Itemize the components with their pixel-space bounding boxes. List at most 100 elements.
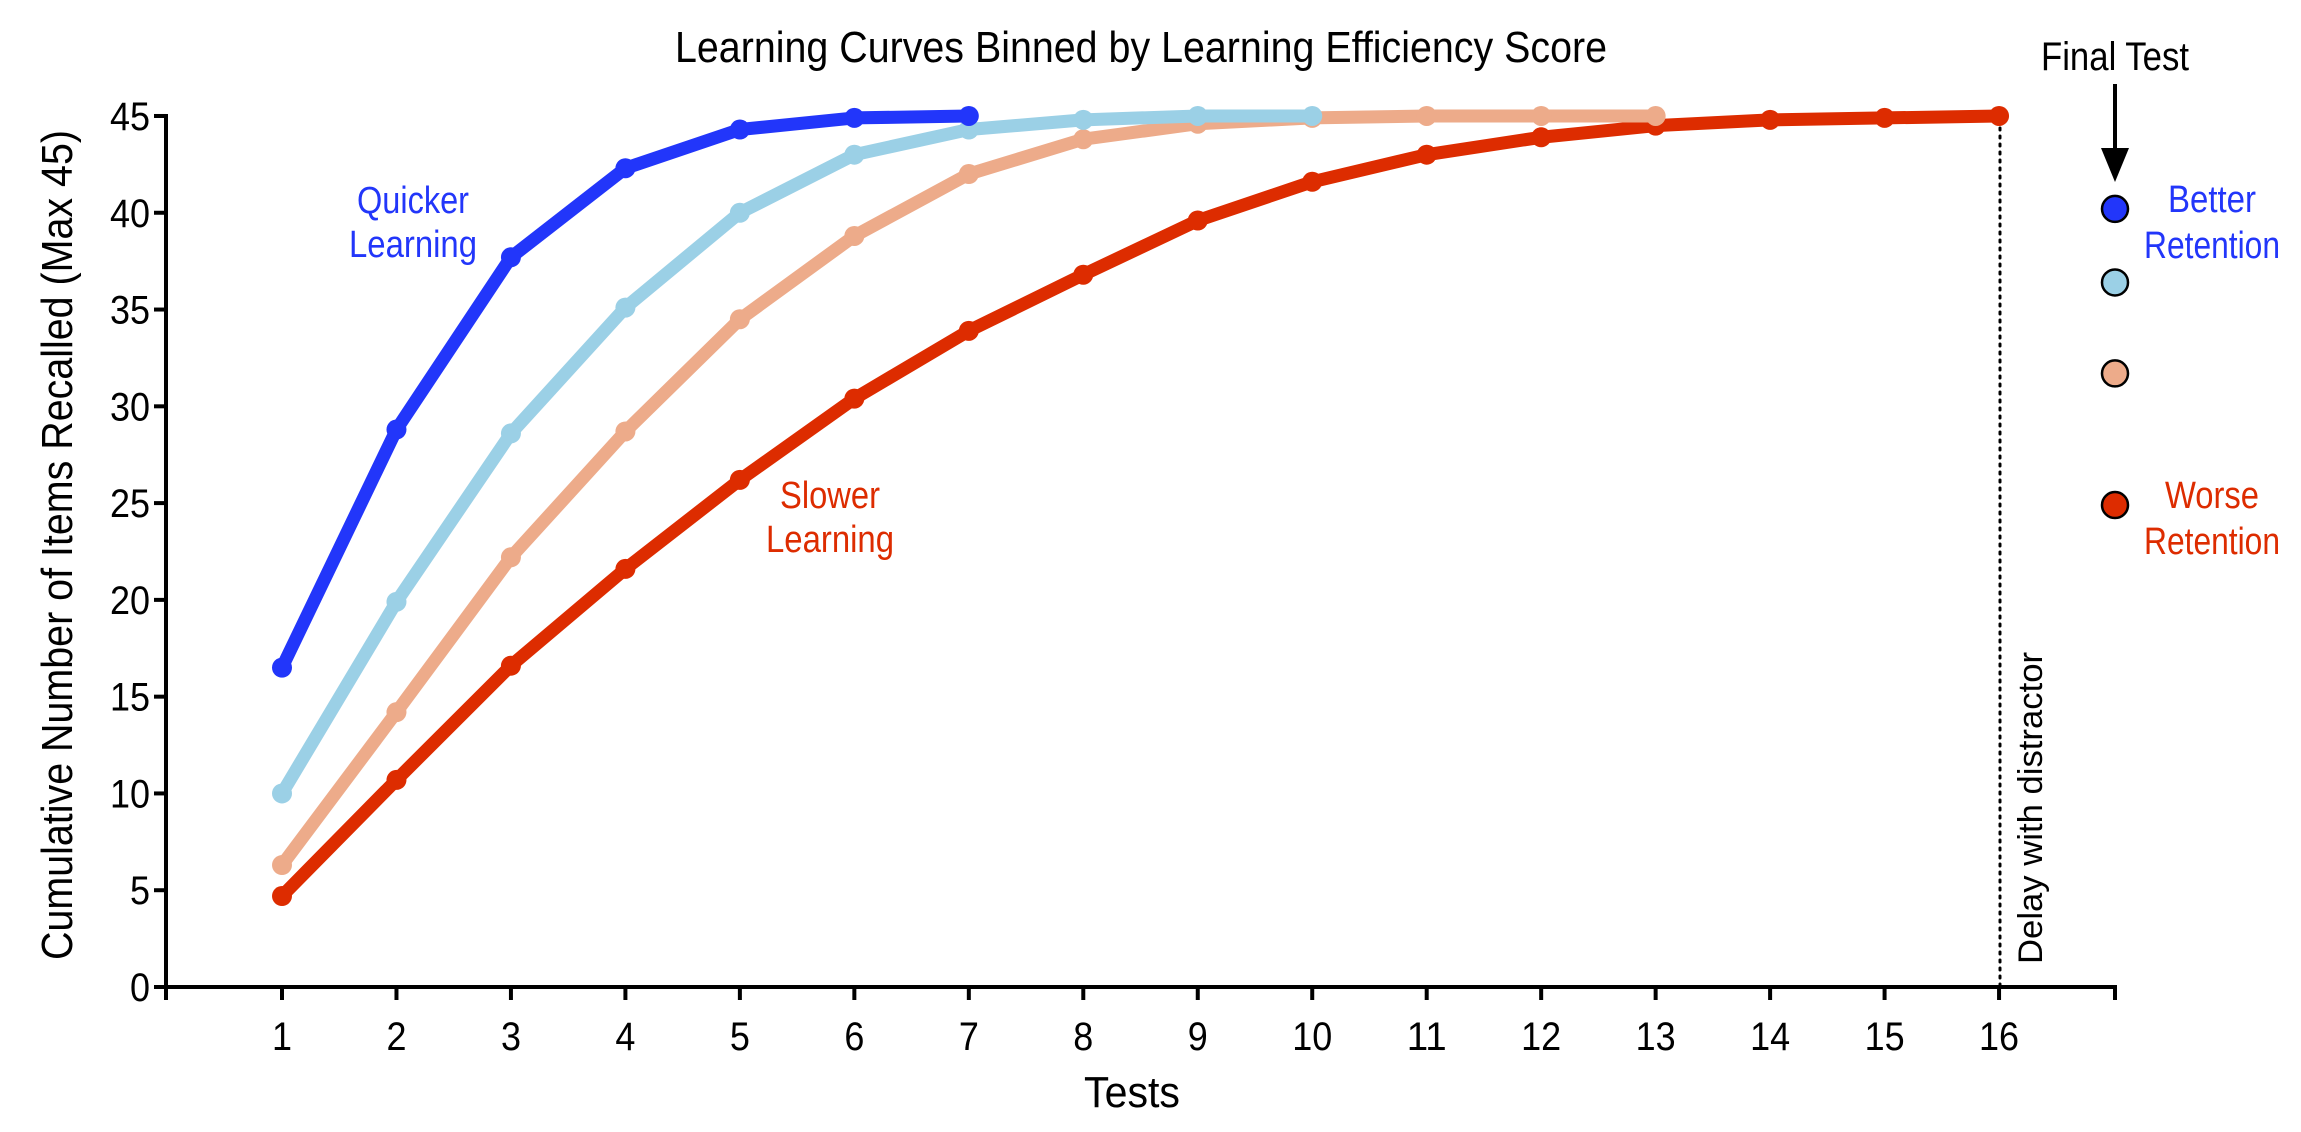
data-point	[844, 144, 865, 165]
data-point	[1874, 107, 1895, 128]
worse-retention-annotation: Worse Retention	[2144, 475, 2280, 563]
data-point	[386, 419, 407, 440]
data-point	[615, 421, 636, 442]
data-point	[272, 855, 292, 876]
data-point	[958, 105, 979, 126]
data-point	[272, 886, 292, 907]
x-tick-label: 12	[1521, 1015, 1561, 1059]
slower-label-line2: Learning	[766, 519, 894, 561]
data-point	[500, 655, 521, 676]
final-test-markers	[2100, 194, 2130, 520]
x-tick-label: 15	[1865, 1015, 1905, 1059]
y-tick-label: 45	[110, 95, 150, 139]
x-tick-label: 14	[1750, 1015, 1790, 1059]
quicker-label-line2: Learning	[349, 224, 477, 266]
series-quickest-learners	[272, 105, 979, 678]
data-point	[386, 769, 407, 790]
data-point	[1302, 171, 1323, 192]
x-tick-label: 16	[1979, 1015, 2019, 1059]
series-quick-learners	[272, 105, 1323, 804]
y-tick-label: 30	[110, 385, 150, 429]
series-line	[275, 109, 2006, 903]
series-line	[275, 109, 1319, 800]
worse-label-line1: Worse	[2165, 475, 2259, 517]
better-label-line2: Retention	[2144, 225, 2280, 267]
y-tick-label: 15	[110, 676, 150, 720]
x-tick-label: 2	[386, 1015, 406, 1059]
x-tick-label: 10	[1292, 1015, 1332, 1059]
data-point	[500, 547, 521, 568]
data-point	[1760, 109, 1781, 130]
y-tick-label: 25	[110, 482, 150, 526]
x-tick-label: 3	[501, 1015, 521, 1059]
x-tick-label: 9	[1188, 1015, 1208, 1059]
data-point	[1073, 109, 1094, 130]
data-point	[729, 119, 750, 140]
data-point	[500, 247, 521, 268]
down-arrow-icon	[2101, 84, 2129, 182]
data-point	[1302, 105, 1323, 126]
data-point	[1073, 129, 1094, 150]
data-point	[615, 158, 636, 179]
slower-label-line1: Slower	[780, 475, 880, 517]
final-test-marker	[2100, 268, 2130, 297]
data-point	[1531, 127, 1552, 148]
worse-label-line2: Retention	[2144, 521, 2280, 563]
x-tick-label: 6	[844, 1015, 864, 1059]
quicker-label-line1: Quicker	[357, 180, 469, 222]
final-test-marker	[2100, 359, 2130, 388]
data-point	[615, 297, 636, 318]
x-tick-label: 11	[1407, 1015, 1447, 1059]
y-tick-label: 5	[130, 869, 150, 913]
y-axis-label: Cumulative Number of Items Recalled (Max…	[33, 130, 82, 960]
y-tick-label: 0	[130, 966, 150, 1010]
data-point	[615, 558, 636, 579]
data-point	[958, 164, 979, 185]
data-point	[1989, 105, 2010, 126]
x-axis-label: Tests	[1084, 1068, 1180, 1117]
data-point	[958, 320, 979, 341]
final-test-marker	[2100, 490, 2130, 520]
data-point	[500, 423, 521, 444]
y-tick-label: 40	[110, 192, 150, 236]
data-point	[729, 309, 750, 330]
series-slowest-learners	[272, 105, 2010, 907]
data-point	[1187, 210, 1208, 231]
data-point	[1073, 264, 1094, 285]
delay-label: Delay with distractor	[2012, 652, 2050, 964]
final-test-marker	[2100, 194, 2130, 224]
better-label-line1: Better	[2168, 179, 2256, 221]
data-point	[729, 202, 750, 223]
chart-title: Learning Curves Binned by Learning Effic…	[675, 23, 1607, 72]
data-point	[272, 657, 292, 678]
data-point	[729, 469, 750, 490]
y-tick-label: 20	[110, 579, 150, 623]
data-point	[386, 702, 407, 723]
x-tick-label: 5	[730, 1015, 750, 1059]
data-point	[1645, 105, 1666, 126]
data-point	[386, 591, 407, 612]
x-tick-label: 7	[959, 1015, 979, 1059]
data-point	[1187, 105, 1208, 126]
slower-learning-annotation: Slower Learning	[766, 475, 894, 561]
data-point	[844, 388, 865, 409]
data-point	[1416, 144, 1437, 165]
data-point	[1531, 105, 1552, 126]
x-tick-label: 4	[615, 1015, 635, 1059]
y-tick-label: 35	[110, 289, 150, 333]
x-tick-label: 13	[1636, 1015, 1676, 1059]
data-point	[844, 225, 865, 246]
quicker-learning-annotation: Quicker Learning	[349, 180, 477, 266]
y-tick-label: 10	[110, 772, 150, 816]
series-slow-learners	[272, 105, 1666, 876]
x-tick-label: 8	[1073, 1015, 1093, 1059]
x-tick-label: 1	[272, 1015, 292, 1059]
better-retention-annotation: Better Retention	[2144, 179, 2280, 267]
final-test-label: Final Test	[2041, 35, 2189, 79]
series-line	[275, 109, 1663, 872]
series-group	[272, 105, 2010, 907]
data-point	[1416, 105, 1437, 126]
data-point	[844, 107, 865, 128]
